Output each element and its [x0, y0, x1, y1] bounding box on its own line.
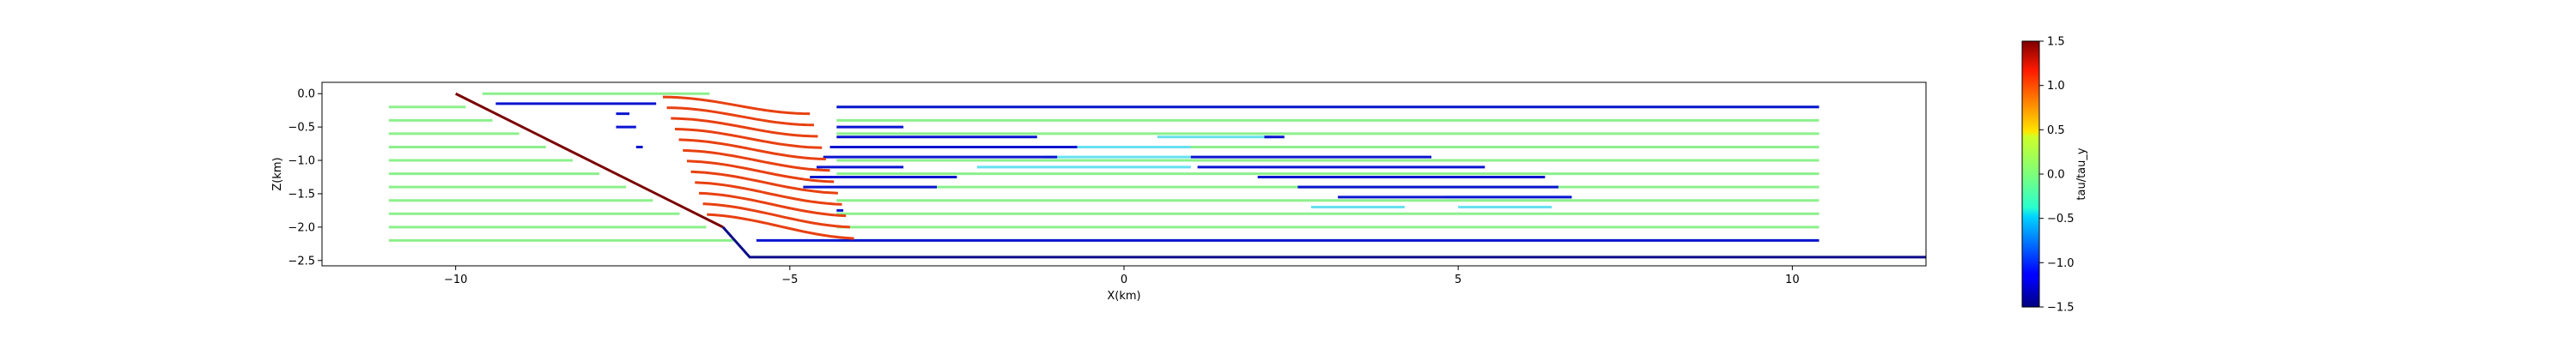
red-fold-line [695, 181, 842, 206]
red-fold-line [678, 138, 826, 160]
red-fold-line [683, 148, 830, 172]
plot-area [388, 92, 1926, 259]
red-fold-line [690, 170, 838, 195]
x-tick-label: −10 [444, 274, 467, 286]
red-fold-line [686, 159, 835, 184]
y-axis-ticks: 0.0 −0.5 −1.0 −1.5 −2.0 −2.5 [288, 88, 322, 268]
y-tick-label: −2.5 [288, 255, 315, 268]
y-tick-label: 0.0 [297, 88, 315, 101]
x-tick-label: 5 [1455, 274, 1461, 286]
fault-line [454, 92, 724, 229]
colorbar-tick-label: 0.0 [2047, 169, 2065, 182]
red-fold-line [702, 202, 850, 229]
red-fold-lines [662, 95, 854, 240]
colorbar-tick-label: −1.0 [2047, 257, 2075, 270]
red-fold-line [674, 128, 823, 149]
colorbar-tick-label: −1.5 [2047, 302, 2075, 315]
x-tick-label: 10 [1785, 274, 1800, 286]
y-tick-label: −1.5 [288, 188, 315, 201]
red-fold-line [662, 95, 811, 116]
blue-layer-lines [495, 102, 1820, 242]
basement-line [721, 226, 1926, 259]
colorbar: 1.5 1.0 0.5 0.0 −0.5 −1.0 −1.5 tau/tau_y [2021, 36, 2088, 315]
y-tick-label: −0.5 [288, 122, 315, 135]
colorbar-label: tau/tau_y [2075, 147, 2088, 200]
x-tick-label: 0 [1121, 274, 1127, 286]
colorbar-ticks: 1.5 1.0 0.5 0.0 −0.5 −1.0 −1.5 [2039, 36, 2075, 315]
y-axis-label: Z(km) [271, 157, 284, 190]
colorbar-tick-label: −0.5 [2047, 213, 2075, 226]
x-axis-label: X(km) [1107, 290, 1140, 303]
red-fold-line [698, 191, 847, 218]
colorbar-tick-label: 0.5 [2047, 124, 2065, 137]
y-tick-label: −2.0 [288, 221, 315, 234]
red-fold-line [707, 213, 854, 240]
red-fold-line [671, 117, 818, 138]
colorbar-tick-label: 1.5 [2047, 36, 2065, 49]
fault-and-basement [454, 92, 1926, 259]
x-axis-ticks: −10 −5 0 5 10 [444, 266, 1800, 286]
colorbar-gradient [2021, 40, 2040, 308]
colorbar-tick-label: 1.0 [2047, 80, 2065, 93]
y-tick-label: −1.0 [288, 155, 315, 168]
x-tick-label: −5 [781, 274, 798, 286]
red-fold-line [666, 106, 814, 127]
